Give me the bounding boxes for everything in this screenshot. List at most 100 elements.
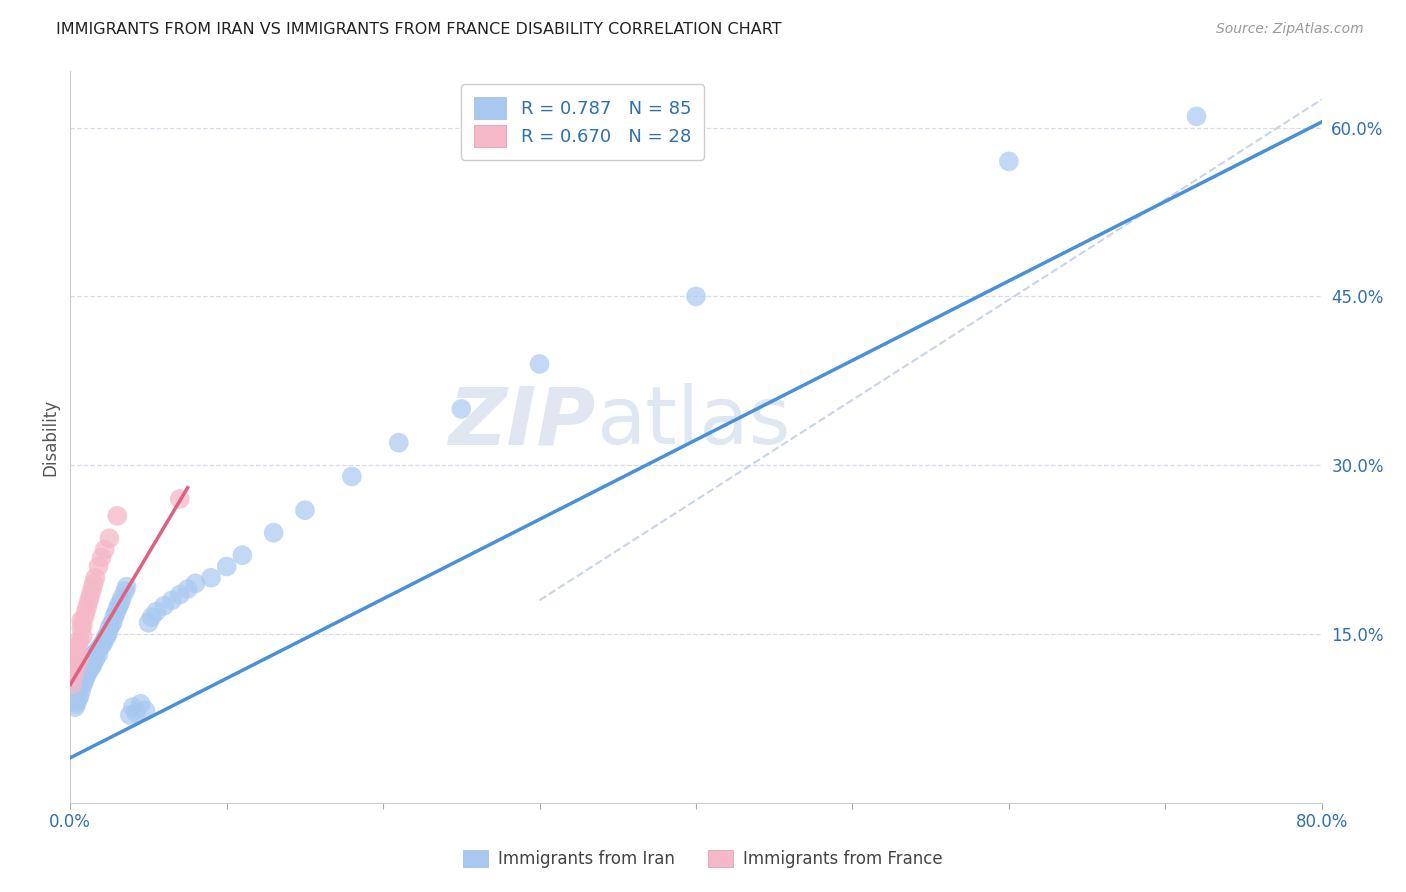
Point — [76, 658, 98, 673]
Point — [450, 401, 472, 416]
Point — [65, 674, 87, 689]
Point — [184, 576, 207, 591]
Point — [69, 663, 91, 677]
Point — [65, 697, 87, 711]
Point — [76, 599, 98, 613]
Text: Source: ZipAtlas.com: Source: ZipAtlas.com — [1216, 22, 1364, 37]
Point — [685, 289, 707, 303]
Point — [111, 591, 134, 605]
Point — [77, 655, 100, 669]
Point — [86, 644, 108, 658]
Point — [67, 672, 90, 686]
Point — [215, 559, 238, 574]
Point — [72, 618, 94, 632]
Point — [75, 663, 97, 677]
Point — [90, 638, 112, 652]
Point — [77, 663, 100, 677]
Point — [75, 670, 97, 684]
Point — [60, 689, 83, 703]
Point — [115, 580, 138, 594]
Point — [160, 593, 183, 607]
Point — [63, 663, 86, 677]
Point — [200, 571, 222, 585]
Point — [67, 638, 90, 652]
Point — [69, 632, 91, 647]
Point — [69, 689, 91, 703]
Point — [294, 503, 316, 517]
Point — [72, 658, 94, 673]
Point — [75, 605, 97, 619]
Y-axis label: Disability: Disability — [41, 399, 59, 475]
Point — [82, 582, 104, 596]
Point — [79, 588, 101, 602]
Point — [63, 700, 86, 714]
Point — [72, 670, 94, 684]
Point — [340, 469, 363, 483]
Point — [997, 154, 1019, 169]
Text: IMMIGRANTS FROM IRAN VS IMMIGRANTS FROM FRANCE DISABILITY CORRELATION CHART: IMMIGRANTS FROM IRAN VS IMMIGRANTS FROM … — [56, 22, 782, 37]
Point — [69, 649, 91, 664]
Point — [63, 678, 86, 692]
Point — [79, 661, 101, 675]
Point — [62, 694, 84, 708]
Point — [96, 629, 118, 643]
Point — [114, 584, 136, 599]
Point — [93, 632, 115, 647]
Point — [70, 674, 93, 689]
Point — [1185, 109, 1208, 123]
Point — [70, 683, 93, 698]
Point — [62, 683, 84, 698]
Point — [72, 678, 94, 692]
Point — [121, 700, 145, 714]
Point — [63, 689, 86, 703]
Legend: R = 0.787   N = 85, R = 0.670   N = 28: R = 0.787 N = 85, R = 0.670 N = 28 — [461, 84, 704, 160]
Point — [90, 550, 112, 565]
Point — [153, 599, 176, 613]
Point — [69, 670, 91, 684]
Point — [72, 629, 94, 643]
Point — [388, 435, 411, 450]
Point — [77, 593, 100, 607]
Point — [138, 615, 160, 630]
Point — [65, 652, 87, 666]
Point — [118, 708, 141, 723]
Point — [87, 647, 110, 661]
Point — [73, 666, 96, 681]
Point — [84, 571, 107, 585]
Point — [176, 582, 198, 596]
Point — [103, 610, 125, 624]
Point — [70, 621, 93, 635]
Point — [65, 644, 87, 658]
Point — [105, 508, 128, 523]
Point — [60, 678, 83, 692]
Point — [145, 605, 167, 619]
Point — [83, 576, 105, 591]
Point — [107, 599, 129, 613]
Point — [62, 670, 84, 684]
Point — [72, 663, 94, 677]
Point — [83, 655, 105, 669]
Point — [82, 658, 104, 673]
Text: atlas: atlas — [596, 384, 790, 461]
Point — [70, 666, 93, 681]
Point — [104, 607, 127, 621]
Point — [169, 588, 191, 602]
Point — [73, 674, 96, 689]
Point — [76, 666, 98, 681]
Point — [89, 640, 111, 655]
Point — [169, 491, 191, 506]
Legend: Immigrants from Iran, Immigrants from France: Immigrants from Iran, Immigrants from Fr… — [457, 843, 949, 875]
Point — [79, 652, 101, 666]
Point — [67, 666, 90, 681]
Point — [83, 647, 105, 661]
Point — [98, 621, 121, 635]
Point — [67, 692, 90, 706]
Point — [70, 614, 93, 628]
Point — [529, 357, 551, 371]
Point — [134, 704, 156, 718]
Point — [67, 655, 90, 669]
Point — [101, 615, 124, 630]
Point — [75, 655, 97, 669]
Point — [129, 697, 152, 711]
Point — [73, 610, 96, 624]
